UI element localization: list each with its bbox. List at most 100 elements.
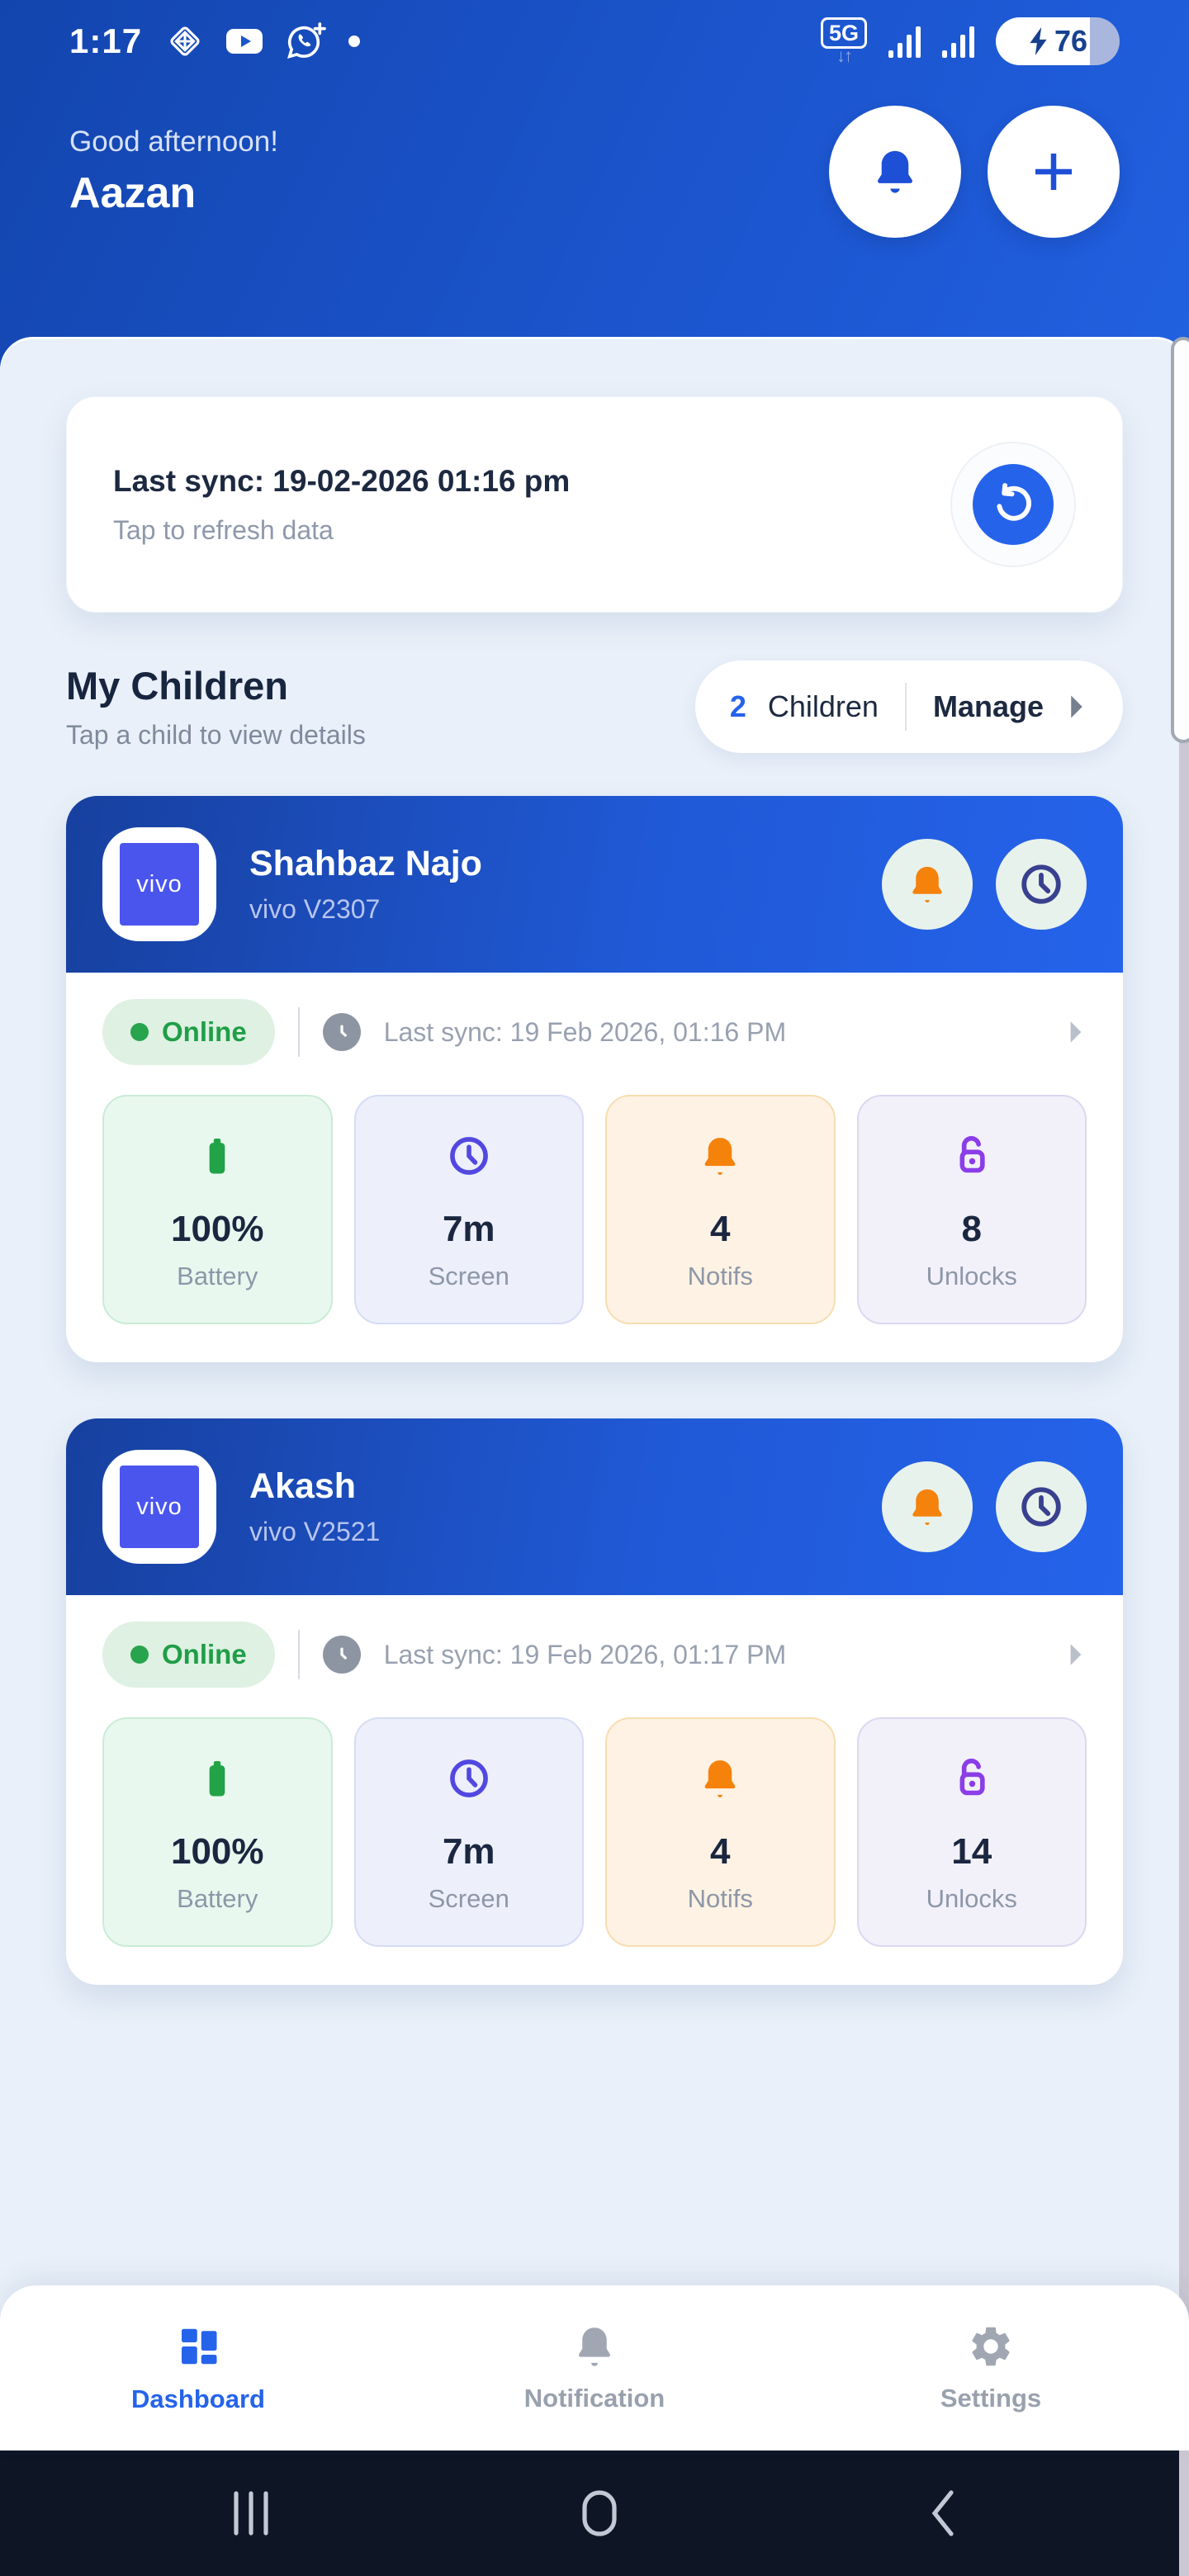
notifications-bell-button[interactable] (829, 106, 961, 238)
online-dot-icon (130, 1646, 149, 1664)
scrollbar-thumb[interactable] (1171, 337, 1189, 743)
stat-tile-notifs[interactable]: 4 Notifs (605, 1717, 836, 1947)
bell-icon (878, 150, 912, 193)
child-screen-time-button[interactable] (996, 1461, 1087, 1552)
home-icon (582, 2490, 617, 2536)
status-bar: 1:17 5G ↓↑ (69, 0, 1120, 83)
online-badge: Online (102, 1622, 275, 1688)
stat-tile-battery[interactable]: 100% Battery (102, 1095, 333, 1324)
android-navigation-bar (0, 2451, 1189, 2576)
battery-icon (209, 1139, 225, 1174)
bell-icon (579, 2327, 610, 2366)
children-count: 2 (729, 689, 746, 723)
status-notification-icons (167, 22, 361, 60)
back-button[interactable] (930, 2489, 956, 2537)
chevron-right-icon (1071, 695, 1082, 718)
header: 1:17 5G ↓↑ (0, 0, 1189, 370)
avatar: vivo (102, 1450, 216, 1564)
divider (297, 1630, 300, 1679)
recents-button[interactable] (233, 2490, 269, 2536)
refresh-button[interactable] (950, 442, 1076, 567)
child-status-row[interactable]: Online Last sync: 19 Feb 2026, 01:16 PM (102, 999, 1087, 1065)
child-card-header: vivo Akash vivo V2521 (66, 1418, 1123, 1595)
bottom-navigation: Dashboard Notification Settings (0, 2285, 1189, 2451)
child-notifications-button[interactable] (882, 1461, 973, 1552)
youtube-icon (226, 29, 263, 54)
refresh-hint: Tap to refresh data (113, 514, 334, 545)
child-device: vivo V2307 (249, 894, 381, 924)
section-title: My Children (66, 664, 288, 708)
stat-tile-battery[interactable]: 100% Battery (102, 1717, 333, 1947)
unlock-icon (959, 1759, 985, 1796)
back-icon (931, 2490, 954, 2536)
battery-indicator: 76 (996, 17, 1120, 65)
pill-divider (904, 683, 907, 731)
scrollbar-track (1179, 372, 1189, 2576)
chevron-right-icon (1070, 1021, 1082, 1043)
manage-button[interactable]: Manage (932, 689, 1044, 723)
add-child-button[interactable] (988, 106, 1120, 238)
child-notifications-button[interactable] (882, 839, 973, 930)
home-button[interactable] (581, 2489, 618, 2537)
clock-icon (449, 1759, 488, 1797)
content-sheet: Last sync: 19-02-2026 01:16 pm Tap to re… (0, 337, 1189, 2285)
clock-icon (1021, 1487, 1061, 1527)
bell-icon (704, 1760, 736, 1797)
chevron-right-icon (1070, 1644, 1082, 1665)
battery-icon (209, 1761, 225, 1797)
network-5g-icon: 5G ↓↑ (820, 17, 867, 65)
greeting-block: Good afternoon! Aazan (69, 125, 278, 218)
sync-card-text: Last sync: 19-02-2026 01:16 pm Tap to re… (113, 464, 570, 546)
child-card-shahbaz[interactable]: vivo Shahbaz Najo vivo V2307 (66, 796, 1123, 1362)
clock-icon (1021, 864, 1061, 904)
signal-bars-icon-2 (942, 25, 974, 58)
child-device: vivo V2521 (249, 1517, 381, 1546)
status-time: 1:17 (69, 21, 143, 60)
online-badge: Online (102, 999, 275, 1065)
plus-icon (1035, 154, 1072, 190)
stat-tile-unlocks[interactable]: 14 Unlocks (856, 1717, 1087, 1947)
section-subtitle: Tap a child to view details (66, 720, 366, 750)
bell-icon (912, 866, 942, 903)
whatsapp-add-icon (287, 22, 326, 59)
nav-tab-notification[interactable]: Notification (396, 2323, 793, 2413)
child-status-row[interactable]: Online Last sync: 19 Feb 2026, 01:17 PM (102, 1622, 1087, 1688)
bell-icon (704, 1138, 736, 1175)
unlock-icon (959, 1136, 985, 1173)
online-dot-icon (130, 1023, 149, 1041)
child-screen-time-button[interactable] (996, 839, 1087, 930)
avatar: vivo (102, 827, 216, 941)
stat-tile-notifs[interactable]: 4 Notifs (605, 1095, 836, 1324)
greeting-text: Good afternoon! (69, 125, 278, 158)
refresh-icon (997, 483, 1031, 521)
clock-icon (322, 1013, 361, 1051)
recents-icon (234, 2491, 268, 2536)
vivo-logo: vivo (120, 843, 199, 926)
child-card-akash[interactable]: vivo Akash vivo V2521 (66, 1418, 1123, 1985)
stat-tile-screen[interactable]: 7m Screen (353, 1095, 584, 1324)
nav-tab-settings[interactable]: Settings (793, 2323, 1189, 2413)
child-last-sync: Last sync: 19 Feb 2026, 01:17 PM (383, 1639, 787, 1669)
diamond-app-icon (170, 26, 200, 56)
status-system-icons: 5G ↓↑ 76 (820, 17, 1120, 65)
notification-dot (348, 36, 361, 47)
children-count-manage-pill[interactable]: 2 Children Manage (694, 661, 1123, 753)
sync-card[interactable]: Last sync: 19-02-2026 01:16 pm Tap to re… (66, 396, 1123, 613)
child-card-header: vivo Shahbaz Najo vivo V2307 (66, 796, 1123, 973)
clock-icon (322, 1636, 361, 1674)
stat-tile-unlocks[interactable]: 8 Unlocks (856, 1095, 1087, 1324)
last-sync-title: Last sync: 19-02-2026 01:16 pm (113, 463, 571, 498)
charging-bolt-icon (1030, 27, 1047, 55)
child-last-sync: Last sync: 19 Feb 2026, 01:16 PM (383, 1016, 787, 1047)
clock-icon (449, 1137, 488, 1175)
username: Aazan (69, 169, 197, 217)
signal-bars-icon-1 (888, 25, 921, 58)
dashboard-grid-icon (182, 2328, 217, 2365)
children-count-label: Children (767, 689, 879, 723)
children-heading-block: My Children Tap a child to view details (66, 663, 366, 751)
gear-icon (972, 2327, 1010, 2366)
stat-tile-screen[interactable]: 7m Screen (353, 1717, 584, 1947)
child-name: Akash (249, 1466, 357, 1506)
nav-tab-dashboard[interactable]: Dashboard (0, 2322, 396, 2414)
